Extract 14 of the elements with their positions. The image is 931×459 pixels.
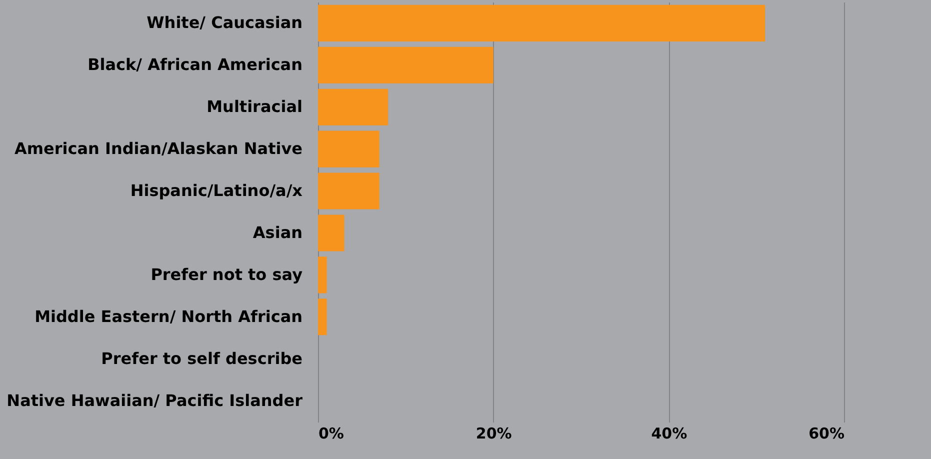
y-tick-label: Prefer not to say [150, 264, 304, 284]
y-tick-label: Black/ African American [88, 55, 302, 74]
y-tick-label: Native Hawaiian/ Pacific Islander [6, 390, 303, 410]
y-tick-label: Asian [252, 222, 302, 242]
y-tick-label: White/ Caucasian [146, 13, 302, 32]
y-tick-label: American Indian/Alaskan Native [14, 139, 303, 158]
y-tick-label: Multiracial [206, 97, 302, 116]
x-tick-label: 20% [476, 424, 512, 442]
y-tick-label: Hispanic/Latino/a/x [130, 181, 304, 200]
y-tick-label: Prefer to self describe [101, 348, 303, 368]
y-tick-label: Middle Eastern/ North African [34, 306, 302, 326]
x-tick-label: 60% [808, 424, 844, 442]
x-tick-label: 0% [318, 424, 344, 442]
x-tick-label: 40% [651, 424, 688, 442]
